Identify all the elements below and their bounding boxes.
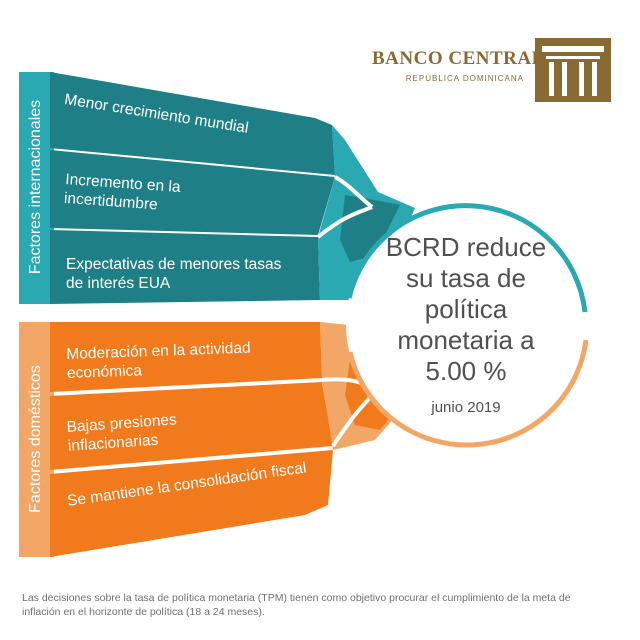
footnote: Las decisiones sobre la tasa de política…	[22, 592, 571, 618]
international-band-2	[50, 150, 335, 235]
result-date: junio 2019	[431, 399, 501, 416]
international-item-3: Expectativas de menores tasas de interés…	[66, 256, 282, 292]
domestic-band-2	[50, 382, 333, 470]
bank-name: BANCO CENTRAL	[372, 48, 545, 69]
domestic-group-label: Factores domésticos	[27, 365, 44, 513]
international-funnel-line-2	[334, 175, 374, 209]
international-band-3	[50, 230, 320, 304]
result-circle-ring-orange	[347, 339, 589, 448]
international-funnel-line	[316, 205, 373, 239]
result-statement: BCRD reduce su tasa de política monetari…	[385, 232, 547, 386]
bank-logo: BANCO CENTRAL REPÚBLICA DOMINICANA	[372, 48, 545, 83]
result-circle-fill	[346, 204, 586, 444]
domestic-band-1	[50, 322, 322, 392]
domestic-item-1: Moderación en la actividad económica	[66, 339, 251, 382]
bank-subtitle: REPÚBLICA DOMINICANA	[405, 74, 524, 83]
domestic-band-3	[50, 450, 333, 557]
international-side-bar	[19, 72, 54, 304]
bank-building-icon	[535, 38, 611, 102]
international-band-1	[50, 72, 335, 175]
domestic-side-bar	[19, 322, 54, 557]
result-circle-ring-teal	[346, 203, 588, 313]
international-group-label: Factores internacionales	[27, 99, 44, 275]
